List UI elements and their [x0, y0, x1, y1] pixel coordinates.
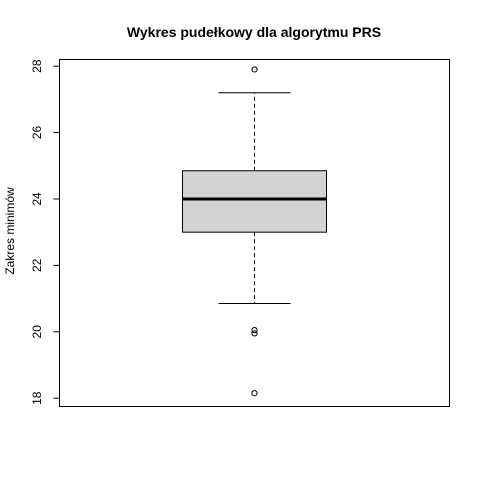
chart-title: Wykres pudełkowy dla algorytmu PRS	[127, 24, 381, 40]
y-tick-label: 24	[30, 192, 44, 206]
y-tick-label: 26	[30, 126, 44, 140]
chart-marks: 18 20 22 24 26 28	[30, 59, 327, 405]
iqr-box	[182, 170, 327, 233]
y-tick-label: 22	[30, 258, 44, 272]
y-axis-label: Zakres minimów	[3, 187, 17, 275]
outlier-point	[251, 327, 258, 334]
outlier-point	[251, 330, 258, 337]
y-tick-label: 28	[30, 59, 44, 73]
outlier-point	[251, 390, 258, 397]
y-tick-label: 20	[30, 325, 44, 339]
outlier-point	[251, 66, 258, 73]
y-tick-label: 18	[30, 391, 44, 405]
